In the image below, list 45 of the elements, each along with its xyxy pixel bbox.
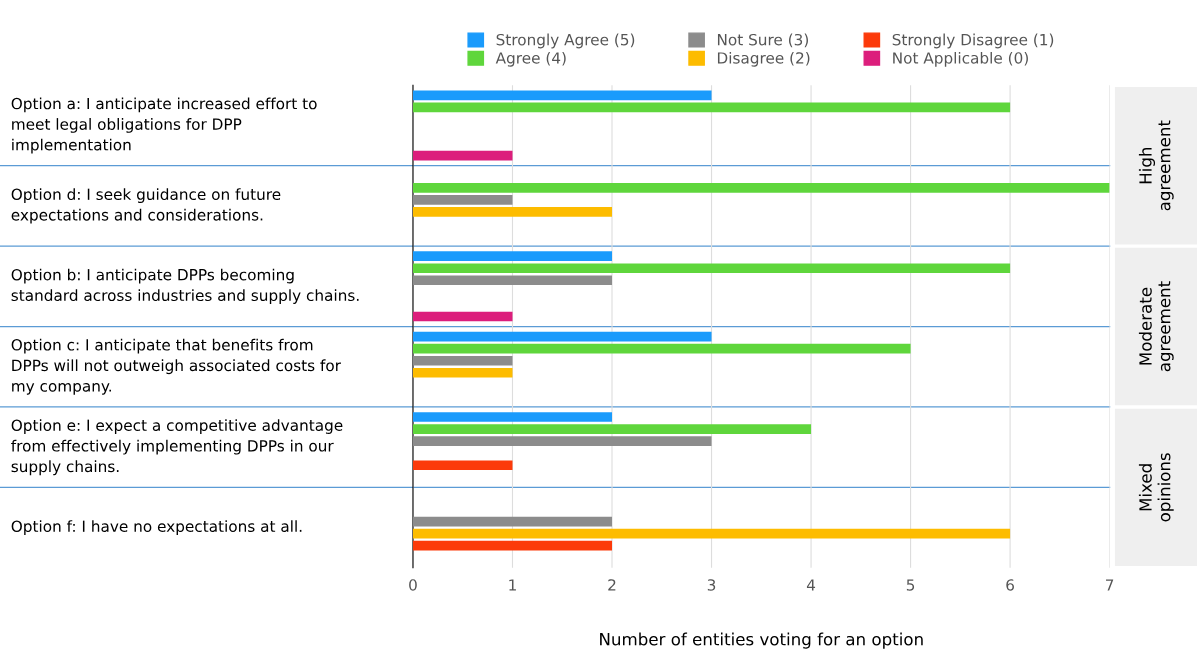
bar bbox=[412, 540, 613, 551]
x-tick-label: 3 bbox=[707, 579, 716, 591]
bar bbox=[412, 355, 513, 366]
bar bbox=[412, 331, 712, 342]
bar bbox=[412, 412, 613, 422]
y-tick-label: Option e: I expect a competitive advantage from effectively implementing DPPs in our supply chains. bbox=[11, 419, 343, 476]
x-tick-label: 5 bbox=[906, 579, 915, 591]
x-tick-label: 6 bbox=[1006, 579, 1014, 591]
bar bbox=[412, 516, 613, 527]
legend-label: Not Sure (3) bbox=[717, 33, 808, 48]
bar bbox=[412, 424, 812, 434]
x-tick-label: 4 bbox=[806, 579, 816, 591]
y-tick-label: Option d: I seek guidance on future expectations and considerations. bbox=[11, 188, 281, 224]
legend-label: Strongly Disagree (1) bbox=[892, 33, 1054, 49]
bar bbox=[412, 195, 513, 205]
legend-label: Disagree (2) bbox=[717, 51, 810, 67]
x-tick-label: 0 bbox=[409, 579, 417, 591]
x-axis-title: Number of entities voting for an option bbox=[600, 632, 923, 649]
bar bbox=[412, 436, 712, 446]
legend-label: Not Applicable (0) bbox=[893, 51, 1028, 67]
y-tick-label: Option c: I anticipate that benefits from DPPs will not outweigh associated costs for my company. bbox=[11, 338, 341, 395]
bar bbox=[412, 251, 613, 261]
bar bbox=[412, 90, 712, 101]
bar bbox=[412, 367, 513, 378]
bar bbox=[412, 460, 513, 471]
x-tick-label: 2 bbox=[608, 579, 616, 591]
bar bbox=[412, 150, 513, 161]
bar bbox=[412, 343, 911, 354]
x-tick-label: 7 bbox=[1106, 579, 1114, 591]
bar bbox=[412, 528, 1011, 539]
bar bbox=[412, 311, 513, 322]
bar bbox=[412, 102, 1011, 113]
legend-label: Agree (4) bbox=[495, 51, 566, 67]
bar bbox=[412, 263, 1011, 274]
y-tick-label: Option a: I anticipate increased effort to meet legal obligations for DPP implementation bbox=[11, 97, 317, 154]
bar bbox=[412, 182, 1110, 193]
bar bbox=[412, 207, 613, 217]
text: Mixed opinions bbox=[1138, 453, 1174, 522]
x-tick-label: 1 bbox=[509, 579, 516, 591]
text: High agreement bbox=[1138, 120, 1174, 211]
bar bbox=[412, 275, 613, 286]
y-tick-label: Option f: I have no expectations at all. bbox=[11, 520, 302, 535]
y-tick-label: Option b: I anticipate DPPs becoming standard across industries and supply chains. bbox=[11, 268, 359, 305]
legend-label: Strongly Agree (5) bbox=[496, 33, 635, 49]
text: Moderate agreement bbox=[1138, 281, 1174, 372]
